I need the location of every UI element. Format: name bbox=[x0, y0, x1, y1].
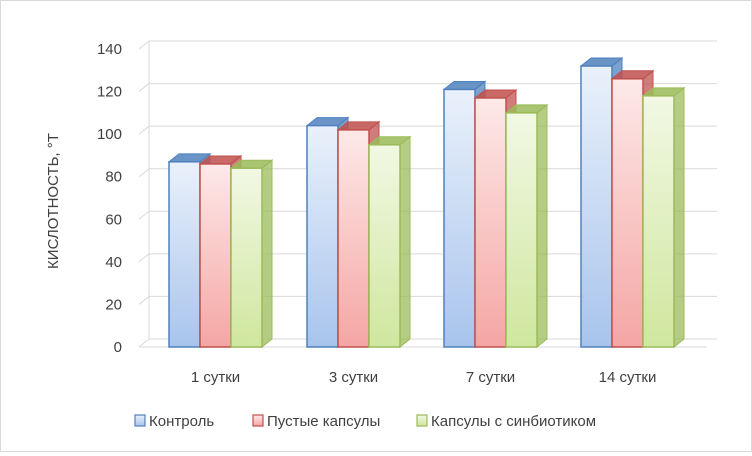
bar-front-face bbox=[368, 144, 401, 348]
bar-front-face bbox=[306, 124, 339, 348]
legend: Контроль Пустые капсулы Капсулы с синбиоти… bbox=[134, 413, 596, 430]
bar-side-face bbox=[261, 159, 273, 349]
bar-side-face bbox=[536, 103, 548, 349]
legend-label: Пустые капсулы bbox=[267, 413, 380, 430]
legend-item: Пустые капсулы bbox=[252, 413, 380, 430]
y-tick-label: 100 bbox=[97, 126, 122, 143]
bar-front-face bbox=[199, 163, 232, 348]
y-tick-label: 0 bbox=[114, 339, 122, 356]
bar-front-face bbox=[337, 129, 370, 348]
y-tick-label: 140 bbox=[97, 41, 122, 58]
bar bbox=[367, 135, 412, 349]
x-tick-label: 3 сутки bbox=[329, 369, 378, 386]
y-tick-label: 120 bbox=[97, 84, 122, 101]
x-tick-label: 1 сутки bbox=[191, 369, 240, 386]
y-axis-label: КИСЛОТНОСТЬ, °Т bbox=[45, 133, 62, 269]
legend-swatch bbox=[416, 414, 428, 427]
bar-front-face bbox=[642, 95, 675, 348]
legend-label: Капсулы с синбиотиком bbox=[431, 413, 596, 430]
bar bbox=[641, 86, 686, 349]
gridline-depth bbox=[138, 168, 150, 178]
bar-front-face bbox=[580, 65, 613, 348]
legend-item: Контроль bbox=[134, 413, 214, 430]
x-tick-label: 7 сутки bbox=[466, 369, 515, 386]
bar-front-face bbox=[168, 161, 201, 348]
y-tick-label: 80 bbox=[105, 169, 122, 186]
gridline-depth bbox=[138, 253, 150, 263]
x-tick-label: 14 сутки bbox=[599, 369, 657, 386]
gridline-depth bbox=[138, 125, 150, 135]
bar bbox=[504, 103, 549, 349]
bar-side-face bbox=[673, 86, 685, 349]
gridline-depth bbox=[138, 210, 150, 220]
bars bbox=[167, 56, 686, 349]
y-tick-label: 60 bbox=[105, 211, 122, 228]
y-tick-label: 40 bbox=[105, 254, 122, 271]
x-axis-ticks: 1 сутки 3 сутки 7 сутки 14 сутки bbox=[191, 369, 657, 386]
y-axis-ticks: 0 20 40 60 80 100 120 140 bbox=[97, 41, 122, 356]
y-tick-label: 20 bbox=[105, 296, 122, 313]
legend-item: Капсулы с синбиотиком bbox=[416, 413, 596, 430]
legend-swatch bbox=[252, 414, 264, 427]
gridline-depth bbox=[138, 296, 150, 305]
gridline-depth bbox=[138, 83, 150, 92]
bar-front-face bbox=[474, 97, 507, 348]
legend-label: Контроль bbox=[149, 413, 214, 430]
bar-front-face bbox=[443, 88, 476, 348]
bar-front-face bbox=[505, 112, 538, 348]
gridline-depth bbox=[138, 40, 150, 50]
gridline-depth bbox=[138, 338, 150, 348]
bar-front-face bbox=[230, 167, 263, 348]
legend-swatch bbox=[134, 414, 146, 427]
bar-side-face bbox=[399, 135, 411, 349]
bar bbox=[229, 159, 274, 349]
bar-front-face bbox=[611, 78, 644, 348]
